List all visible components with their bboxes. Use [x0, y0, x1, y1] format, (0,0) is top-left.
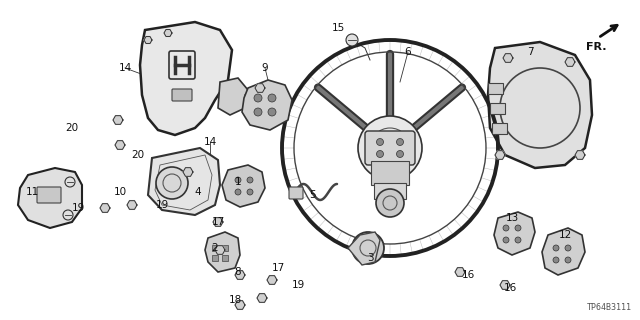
Polygon shape — [255, 84, 265, 92]
Polygon shape — [235, 271, 245, 279]
Text: 10: 10 — [113, 187, 127, 197]
Polygon shape — [213, 218, 223, 226]
Text: 2: 2 — [212, 243, 218, 253]
Text: 19: 19 — [156, 200, 168, 210]
Polygon shape — [183, 168, 193, 176]
Circle shape — [268, 108, 276, 116]
Circle shape — [156, 167, 188, 199]
Circle shape — [65, 177, 75, 187]
Polygon shape — [455, 268, 465, 276]
Circle shape — [376, 150, 383, 157]
Circle shape — [515, 237, 521, 243]
Circle shape — [247, 177, 253, 183]
FancyBboxPatch shape — [289, 187, 303, 199]
Polygon shape — [348, 232, 380, 265]
Text: 18: 18 — [228, 295, 242, 305]
Polygon shape — [115, 141, 125, 149]
Circle shape — [247, 189, 253, 195]
Circle shape — [235, 189, 241, 195]
Text: 19: 19 — [72, 203, 84, 213]
Text: 12: 12 — [558, 230, 572, 240]
Polygon shape — [542, 228, 585, 275]
Circle shape — [503, 225, 509, 231]
Text: 16: 16 — [504, 283, 516, 293]
Polygon shape — [164, 29, 172, 36]
Text: 14: 14 — [204, 137, 216, 147]
Text: 16: 16 — [461, 270, 475, 280]
Polygon shape — [18, 168, 82, 228]
Text: 11: 11 — [26, 187, 38, 197]
Circle shape — [503, 237, 509, 243]
Circle shape — [397, 139, 403, 146]
Circle shape — [376, 139, 383, 146]
Circle shape — [346, 34, 358, 46]
Text: FR.: FR. — [586, 42, 606, 52]
Text: 9: 9 — [262, 63, 268, 73]
Polygon shape — [257, 294, 267, 302]
Circle shape — [235, 177, 241, 183]
Circle shape — [376, 189, 404, 217]
Circle shape — [352, 232, 384, 264]
Polygon shape — [494, 212, 535, 255]
FancyBboxPatch shape — [492, 123, 506, 133]
FancyBboxPatch shape — [374, 183, 406, 199]
Polygon shape — [495, 151, 505, 159]
Circle shape — [254, 94, 262, 102]
FancyBboxPatch shape — [488, 83, 502, 93]
Polygon shape — [503, 54, 513, 62]
Polygon shape — [144, 36, 152, 44]
Text: 20: 20 — [65, 123, 79, 133]
Circle shape — [358, 116, 422, 180]
Polygon shape — [148, 148, 220, 215]
Circle shape — [565, 245, 571, 251]
Text: 1: 1 — [235, 177, 241, 187]
Text: 5: 5 — [308, 190, 316, 200]
FancyBboxPatch shape — [212, 245, 218, 251]
Text: 8: 8 — [235, 267, 241, 277]
FancyBboxPatch shape — [212, 255, 218, 261]
Polygon shape — [205, 232, 240, 272]
Text: TP64B3111: TP64B3111 — [587, 303, 632, 312]
Polygon shape — [488, 42, 592, 168]
Polygon shape — [500, 281, 510, 289]
Text: 14: 14 — [118, 63, 132, 73]
FancyBboxPatch shape — [221, 255, 228, 261]
Text: 6: 6 — [404, 47, 412, 57]
FancyBboxPatch shape — [172, 89, 192, 101]
Circle shape — [63, 210, 73, 220]
FancyBboxPatch shape — [371, 161, 409, 185]
Text: 4: 4 — [195, 187, 202, 197]
Circle shape — [553, 245, 559, 251]
Polygon shape — [113, 116, 123, 124]
Text: 3: 3 — [367, 253, 373, 263]
Polygon shape — [215, 246, 225, 254]
Text: 7: 7 — [527, 47, 533, 57]
FancyBboxPatch shape — [490, 102, 504, 114]
Polygon shape — [235, 301, 245, 309]
Polygon shape — [222, 165, 265, 207]
Polygon shape — [140, 22, 232, 135]
Circle shape — [565, 257, 571, 263]
FancyBboxPatch shape — [221, 245, 228, 251]
Polygon shape — [242, 80, 292, 130]
Circle shape — [553, 257, 559, 263]
Circle shape — [515, 225, 521, 231]
FancyBboxPatch shape — [37, 187, 61, 203]
Circle shape — [268, 94, 276, 102]
Text: 17: 17 — [271, 263, 285, 273]
Polygon shape — [218, 78, 248, 115]
Circle shape — [397, 150, 403, 157]
Text: 20: 20 — [131, 150, 145, 160]
Circle shape — [254, 108, 262, 116]
Text: 17: 17 — [211, 217, 225, 227]
Text: 13: 13 — [506, 213, 518, 223]
Polygon shape — [575, 151, 585, 159]
FancyBboxPatch shape — [365, 131, 415, 165]
Polygon shape — [100, 204, 110, 212]
Polygon shape — [565, 58, 575, 66]
Polygon shape — [267, 276, 277, 284]
Text: 15: 15 — [332, 23, 344, 33]
Text: 19: 19 — [291, 280, 305, 290]
Polygon shape — [127, 201, 137, 209]
